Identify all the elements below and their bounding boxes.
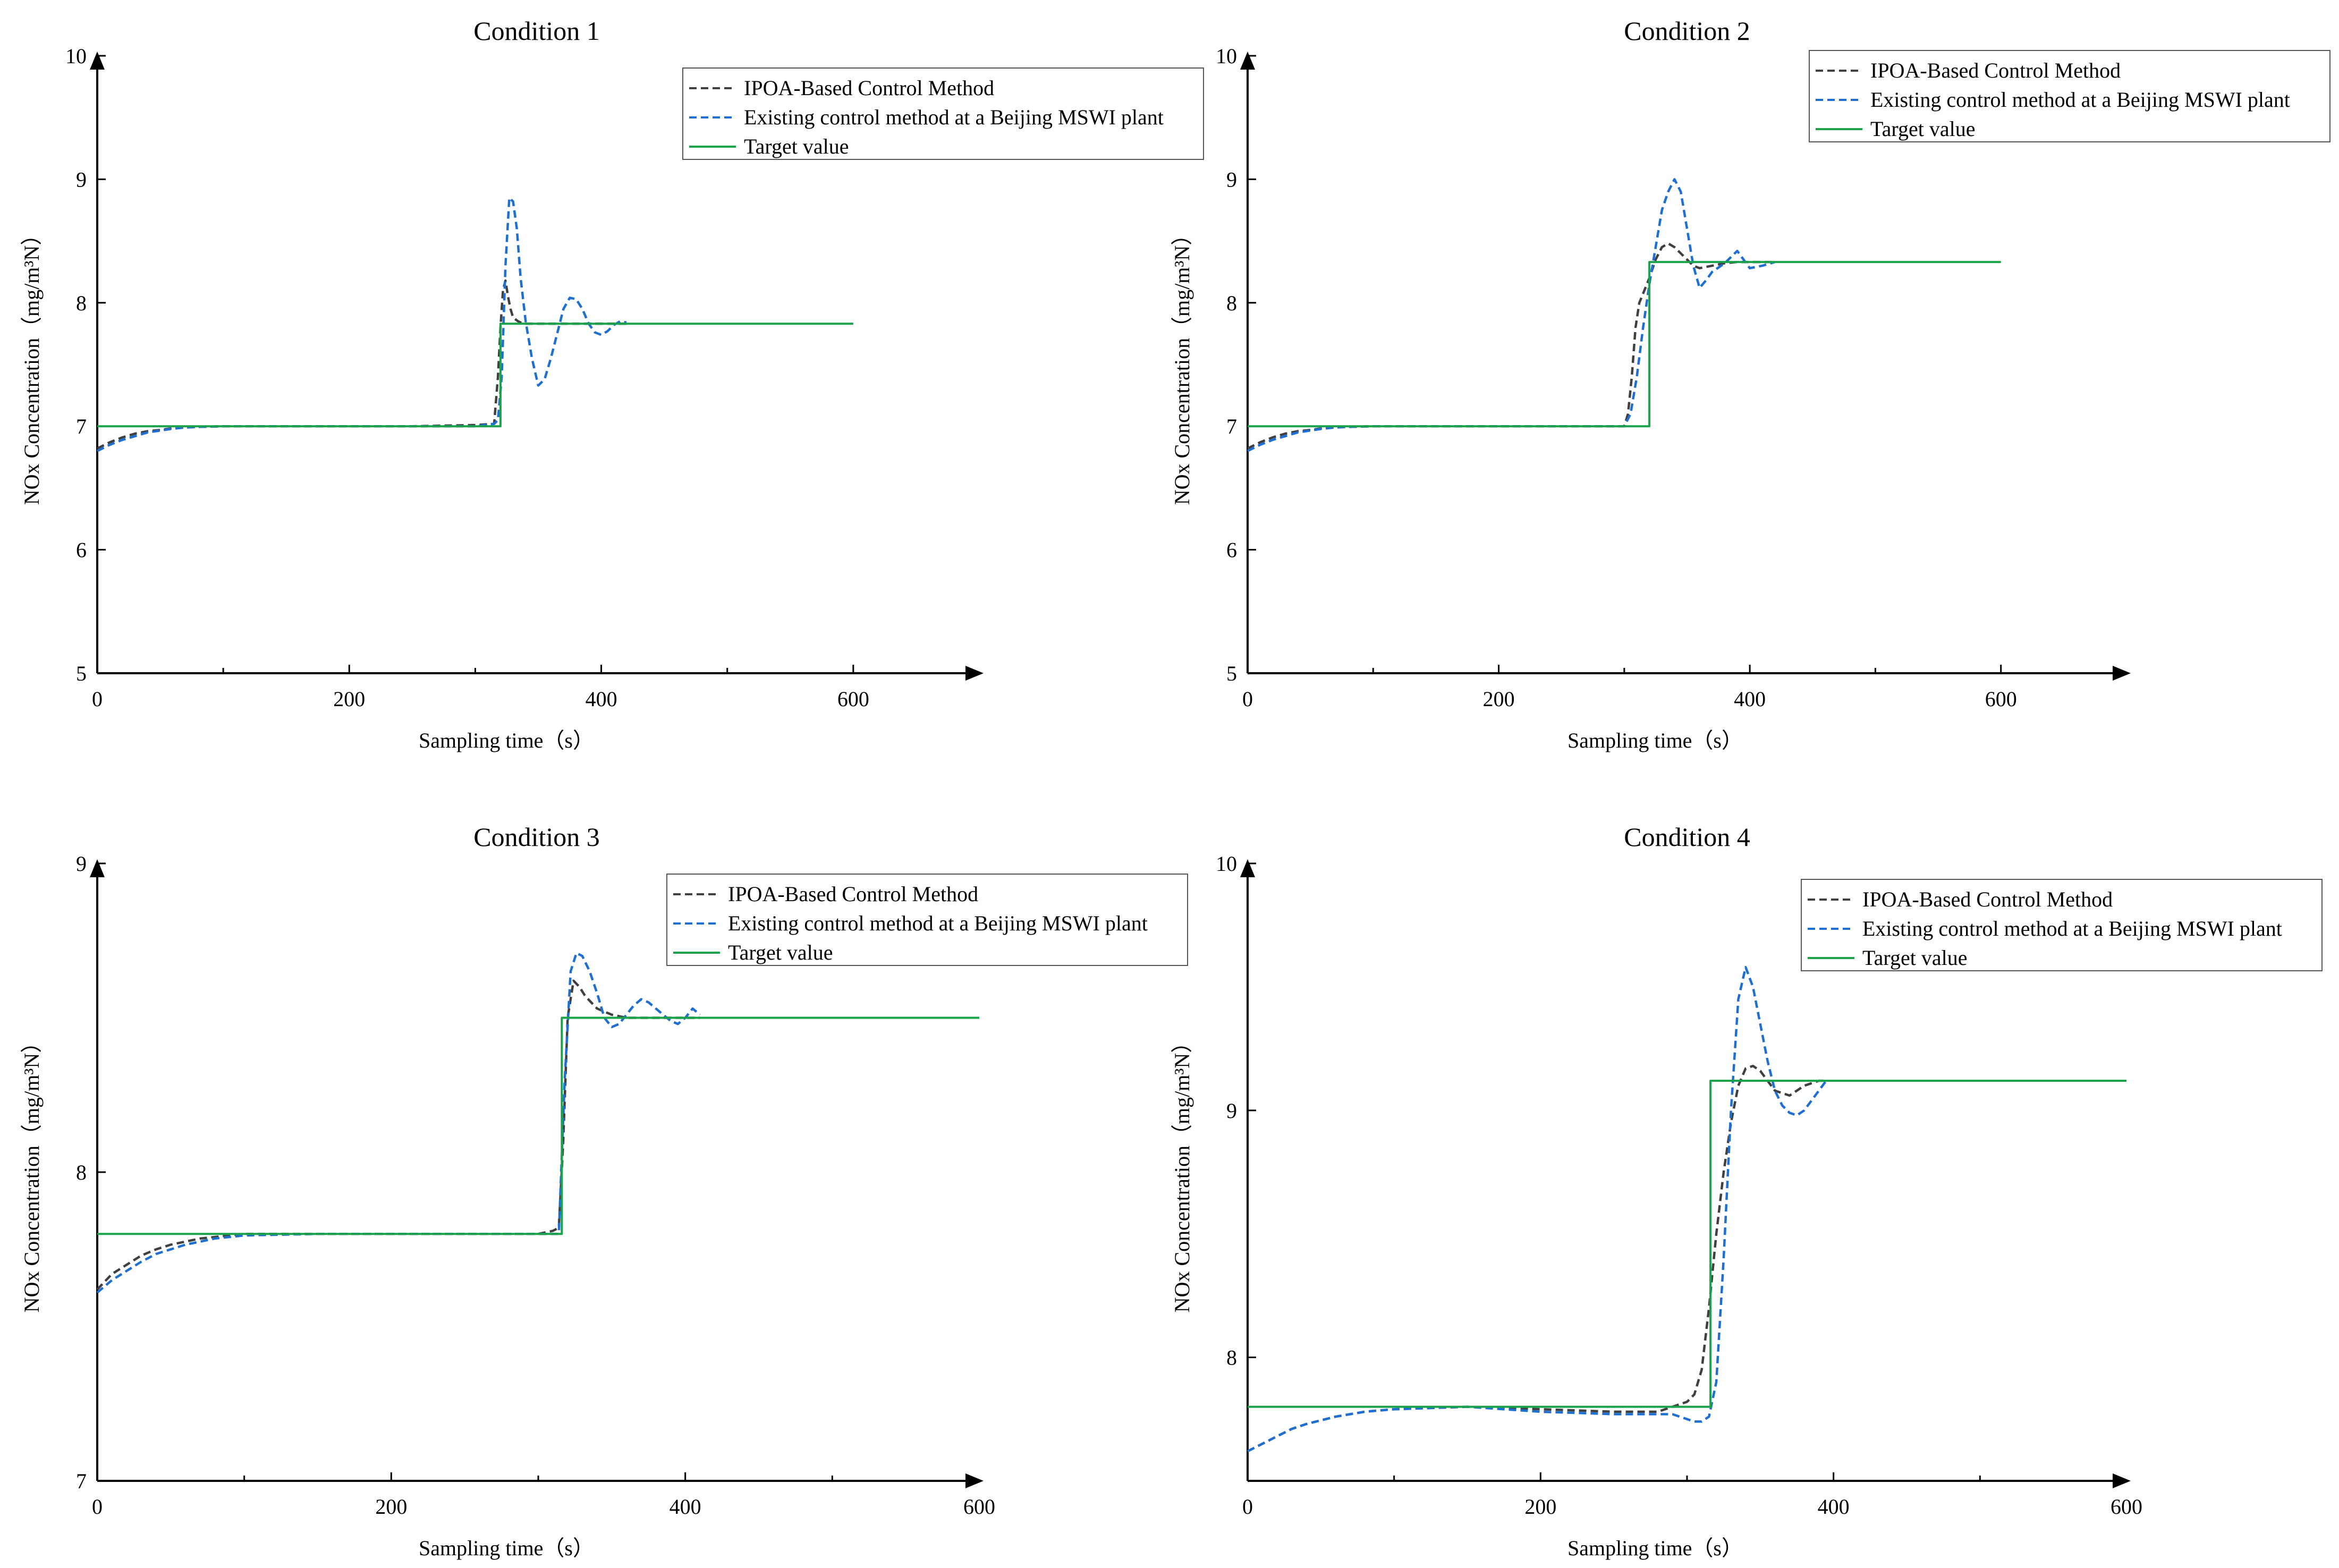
x-tick-label: 600 (1985, 687, 2017, 711)
x-axis-arrow-icon (965, 666, 984, 681)
x-tick-label: 200 (333, 687, 365, 711)
legend-label: IPOA-Based Control Method (728, 882, 978, 906)
x-tick-label: 0 (92, 1495, 103, 1519)
y-tick-label: 5 (1226, 662, 1237, 685)
y-tick-label: 8 (76, 291, 87, 315)
x-tick-label: 0 (1242, 687, 1253, 711)
series-line-2 (1247, 178, 1776, 452)
chart-title: Condition 4 (1624, 822, 1750, 852)
chart-title: Condition 2 (1624, 16, 1750, 46)
series-line-3 (1248, 1080, 2126, 1408)
x-tick-label: 600 (963, 1495, 995, 1519)
y-tick-label: 9 (76, 167, 87, 191)
x-axis-label: Sampling time（s） (1567, 1536, 1743, 1560)
y-axis-arrow-icon (90, 859, 105, 877)
x-tick-label: 200 (1524, 1495, 1556, 1519)
y-tick-label: 9 (1226, 1099, 1237, 1123)
x-axis-arrow-icon (2113, 666, 2131, 681)
series-line-3 (97, 1016, 979, 1235)
y-tick-label: 10 (1216, 852, 1237, 876)
series-line-2 (97, 197, 627, 452)
y-tick-label: 6 (76, 538, 87, 562)
legend-label: IPOA-Based Control Method (1870, 58, 2121, 82)
chart-panel-1: Condition 1 0 200 400 600 5 6 7 8 9 10 Sampling tim… (20, 16, 1204, 752)
y-axis-label: NOx Concentration（mg/m³N） (1170, 224, 1194, 505)
series-line-1 (97, 279, 626, 450)
y-tick-label: 10 (1216, 44, 1237, 68)
y-tick-label: 7 (76, 414, 87, 438)
legend: IPOA-Based Control Method Existing contro… (666, 874, 1188, 966)
legend-label: IPOA-Based Control Method (744, 76, 994, 100)
series-line-3 (97, 323, 853, 428)
x-axis-label: Sampling time（s） (419, 1536, 594, 1560)
series-line-2 (1247, 965, 1827, 1453)
y-tick-label: 10 (65, 44, 87, 68)
y-axis-arrow-icon (1240, 52, 1255, 70)
x-axis-arrow-icon (2113, 1473, 2131, 1488)
y-axis-label: NOx Concentration（mg/m³N） (20, 224, 44, 505)
chart-panel-3: Condition 3 0 200 400 600 7 8 9 Sampling time（s）… (20, 822, 1188, 1560)
x-tick-label: 400 (1818, 1495, 1850, 1519)
x-tick-label: 400 (586, 687, 617, 711)
chart-panel-4: Condition 4 0 200 400 600 8 9 10 Sampling time（s… (1170, 822, 2323, 1560)
x-tick-label: 200 (1483, 687, 1515, 711)
series-line-2 (96, 952, 701, 1294)
legend-label: Existing control method at a Beijing MSW… (1862, 917, 2282, 940)
y-tick-label: 7 (1226, 414, 1237, 438)
legend-box (682, 67, 1204, 160)
y-axis-label: NOx Concentration（mg/m³N） (20, 1032, 44, 1313)
legend-label: Existing control method at a Beijing MSW… (744, 105, 1164, 129)
x-tick-label: 0 (1242, 1495, 1253, 1519)
y-tick-label: 8 (1226, 1346, 1237, 1370)
legend-box (1801, 879, 2323, 971)
y-tick-label: 8 (1226, 291, 1237, 315)
x-tick-label: 600 (2111, 1495, 2142, 1519)
legend: IPOA-Based Control Method Existing contro… (1801, 879, 2323, 971)
chart-title: Condition 1 (473, 16, 600, 46)
legend: IPOA-Based Control Method Existing contro… (1809, 50, 2330, 142)
legend-label: Target value (728, 940, 833, 964)
x-tick-label: 400 (1734, 687, 1766, 711)
x-tick-label: 200 (375, 1495, 407, 1519)
y-tick-label: 7 (76, 1469, 87, 1493)
x-axis-label: Sampling time（s） (1567, 728, 1743, 752)
y-axis-label: NOx Concentration（mg/m³N） (1170, 1032, 1194, 1313)
legend-label: Target value (744, 134, 849, 158)
series-line-3 (1248, 261, 2001, 428)
y-tick-label: 9 (1226, 167, 1237, 191)
legend-label: Existing control method at a Beijing MSW… (728, 911, 1148, 935)
legend-label: Existing control method at a Beijing MSW… (1870, 88, 2290, 112)
chart-title: Condition 3 (473, 822, 600, 852)
y-axis-arrow-icon (1240, 859, 1255, 877)
y-axis-arrow-icon (90, 52, 105, 70)
chart-panel-2: Condition 2 0 200 400 600 5 6 7 8 9 10 Sampling tim… (1170, 16, 2330, 752)
x-tick-label: 0 (92, 687, 103, 711)
legend-box (666, 874, 1188, 966)
legend-box (1809, 50, 2330, 142)
y-tick-label: 9 (76, 852, 87, 876)
legend-label: Target value (1870, 117, 1975, 141)
y-tick-label: 8 (76, 1160, 87, 1184)
y-tick-label: 5 (76, 662, 87, 685)
legend: IPOA-Based Control Method Existing contro… (682, 67, 1204, 160)
y-tick-label: 6 (1226, 538, 1237, 562)
legend-label: IPOA-Based Control Method (1862, 887, 2113, 911)
x-axis-arrow-icon (965, 1473, 984, 1488)
x-tick-label: 400 (670, 1495, 701, 1519)
x-axis-label: Sampling time（s） (419, 728, 594, 752)
x-tick-label: 600 (837, 687, 869, 711)
series-line-1 (96, 979, 700, 1291)
series-line-1 (1247, 1064, 1826, 1453)
legend-label: Target value (1862, 946, 1967, 970)
